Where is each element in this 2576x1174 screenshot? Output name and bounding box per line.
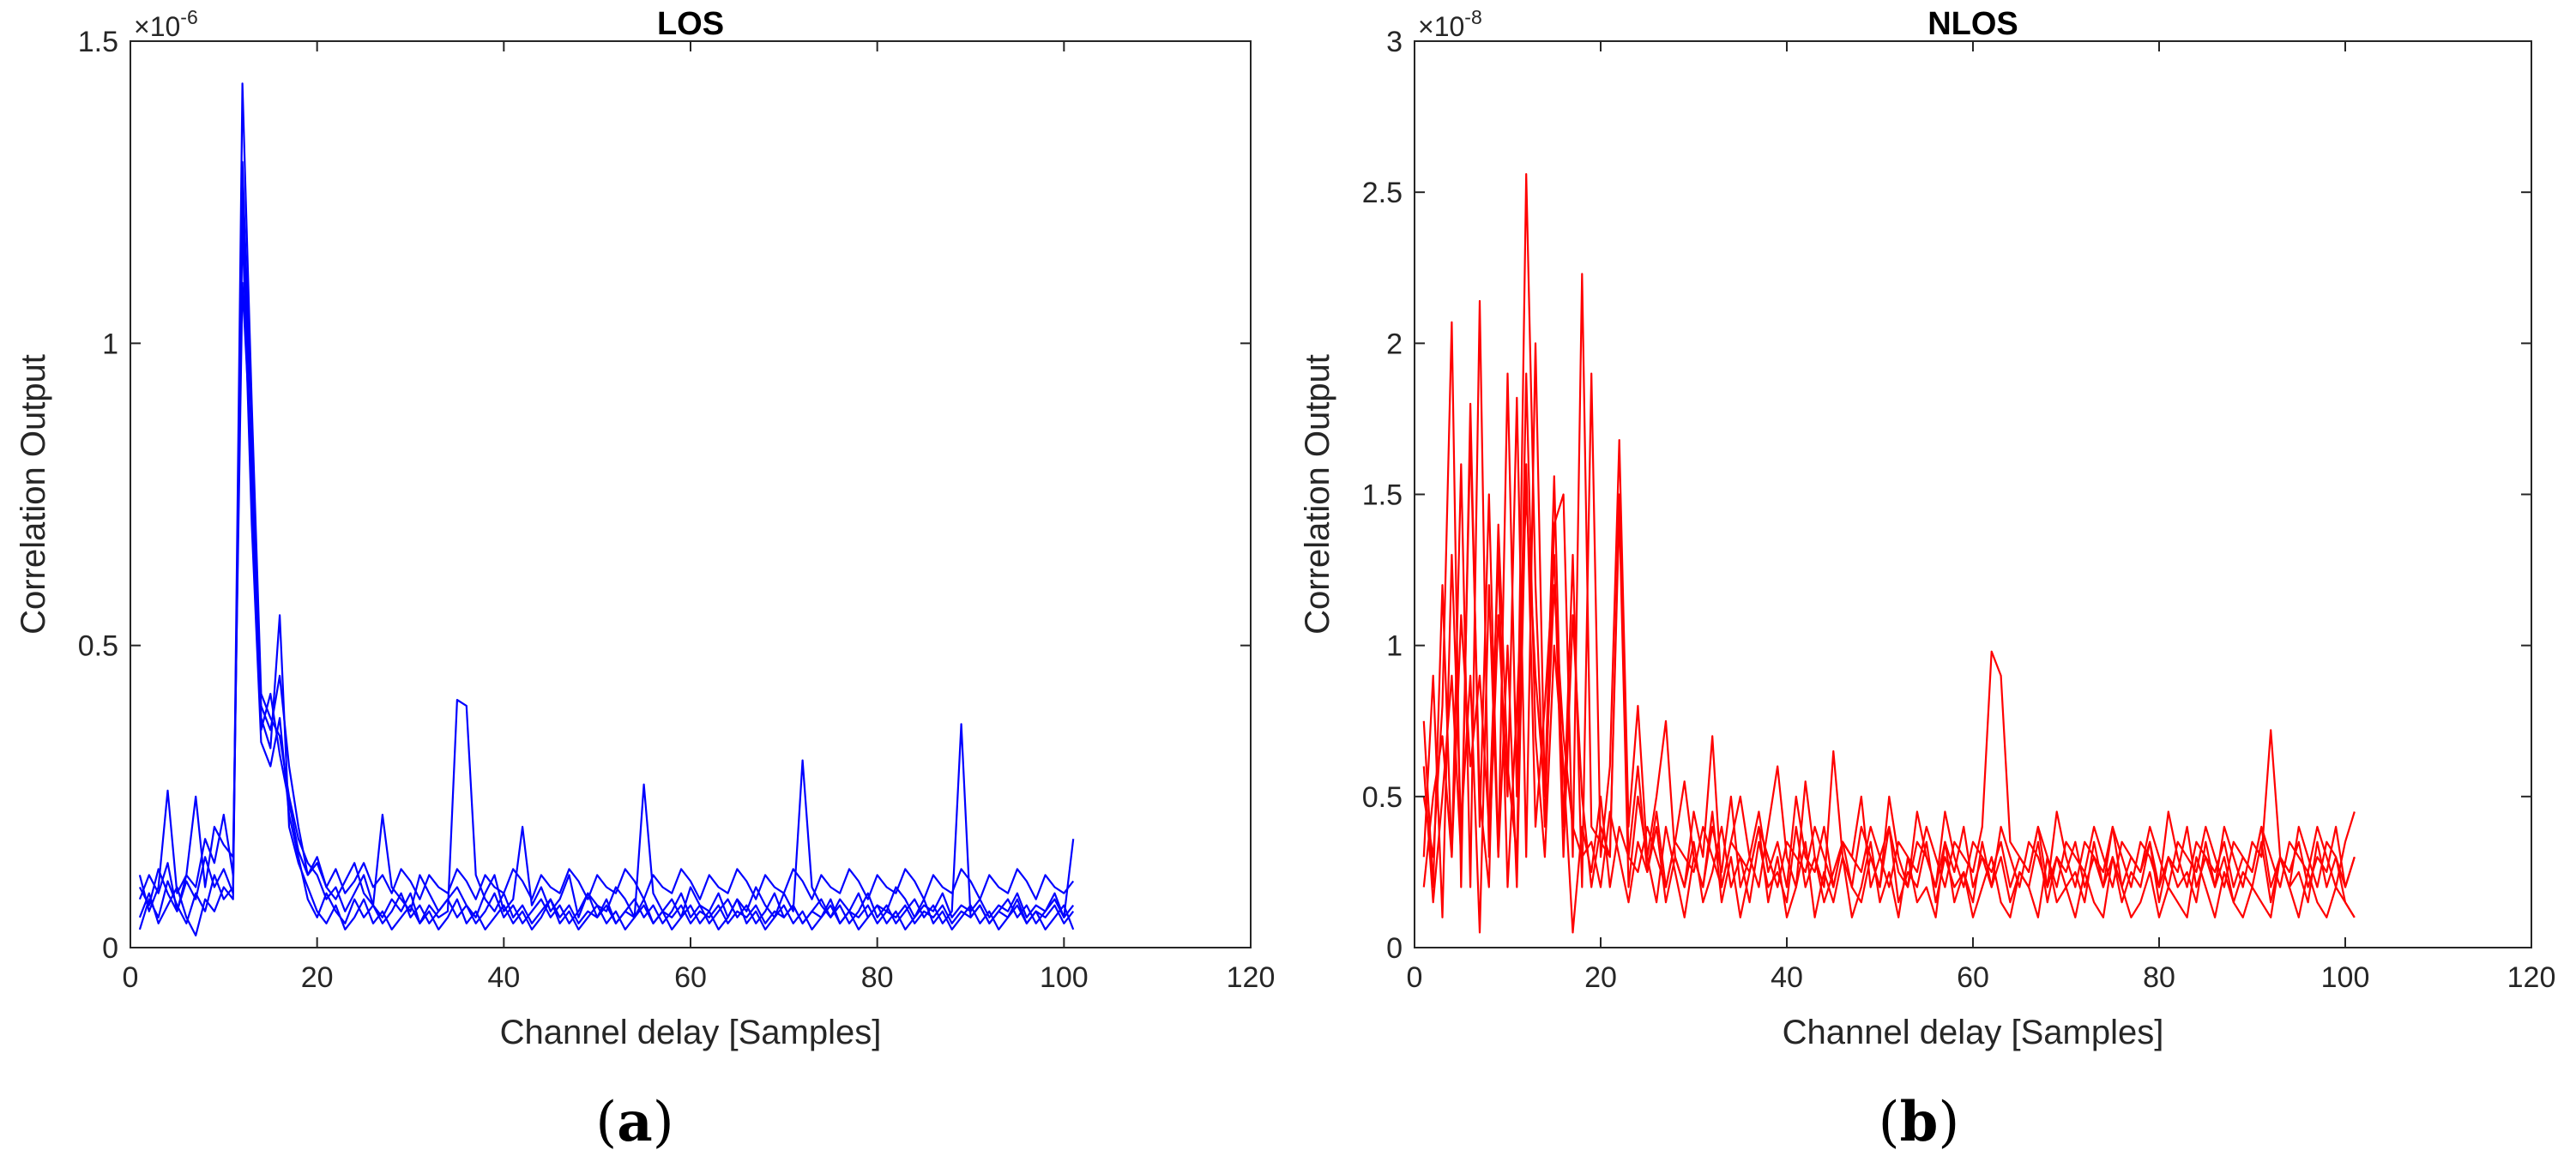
x-tick-label: 80 [2143,961,2175,994]
y-tick-label: 1.5 [1362,479,1403,512]
caption-letter: a [617,1090,652,1154]
x-tick-label: 40 [1771,961,1803,994]
y-axis-label: Correlation Output [15,354,52,635]
series-line-2 [1422,299,2356,888]
panel-caption: (a) [595,1090,673,1154]
x-tick-label: 20 [301,961,334,994]
caption-close-paren: ) [1938,1091,1959,1154]
x-tick-label: 120 [2507,961,2556,994]
series-line-5 [1422,493,2356,918]
caption-open-paren: ( [1879,1091,1900,1154]
x-tick-label: 100 [2321,961,2370,994]
series-line-1 [138,82,1075,924]
y-tick-label: 1.5 [78,26,118,58]
caption-close-paren: ) [653,1091,674,1154]
series-line-5 [138,221,1075,930]
y-multiplier: ×10-8 [1418,6,1482,42]
y-multiplier-exponent: -8 [1464,6,1481,28]
series-line-3 [1422,463,2356,934]
x-tick-label: 40 [487,961,520,994]
plot-area [1414,40,2532,948]
y-tick-label: 2 [1386,328,1403,360]
series-group [1422,172,2356,934]
y-tick-label: 1 [102,328,118,360]
x-tick-label: 80 [861,961,894,994]
y-tick-label: 0.5 [1362,781,1403,814]
y-tick-label: 0 [1386,932,1403,965]
x-tick-label: 0 [1407,961,1423,994]
panel-nlos: 0 20 40 60 80 100 120 0 0.5 1 1.5 2 2.5 3 ×10-8 NLOS Cha… [1299,6,2555,1154]
caption-open-paren: ( [595,1091,617,1154]
caption-letter: b [1900,1090,1939,1154]
series-group [138,82,1075,937]
x-axis-label: Channel delay [Samples] [500,1014,882,1051]
y-multiplier-base: ×10 [134,11,180,42]
panel-los: 0 20 40 60 80 100 120 0 0.5 1 1.5 ×10-6 LOS Channel d… [15,6,1275,1154]
y-tick-label: 0 [102,932,118,965]
y-multiplier: ×10-6 [134,6,198,42]
chart-title: NLOS [1927,6,2018,42]
y-tick-label: 3 [1386,26,1403,58]
x-tick-label: 60 [1957,961,1989,994]
y-axis-label: Correlation Output [1299,354,1336,635]
panel-caption: (b) [1879,1090,1960,1154]
x-tick-label: 60 [674,961,707,994]
x-tick-label: 20 [1584,961,1617,994]
series-line-3 [138,160,1075,937]
x-tick-label: 0 [123,961,139,994]
chart-title: LOS [657,6,724,42]
y-tick-label: 0.5 [78,630,118,663]
plot-area [130,40,1252,948]
x-tick-label: 120 [1227,961,1276,994]
y-tick-label: 1 [1386,630,1403,663]
x-tick-label: 100 [1040,961,1089,994]
y-multiplier-exponent: -6 [180,6,197,28]
x-axis-label: Channel delay [Samples] [1783,1014,2164,1051]
y-tick-label: 2.5 [1362,177,1403,209]
series-line-4 [138,281,1075,912]
series-line-1 [1422,172,2356,888]
y-multiplier-base: ×10 [1418,11,1464,42]
